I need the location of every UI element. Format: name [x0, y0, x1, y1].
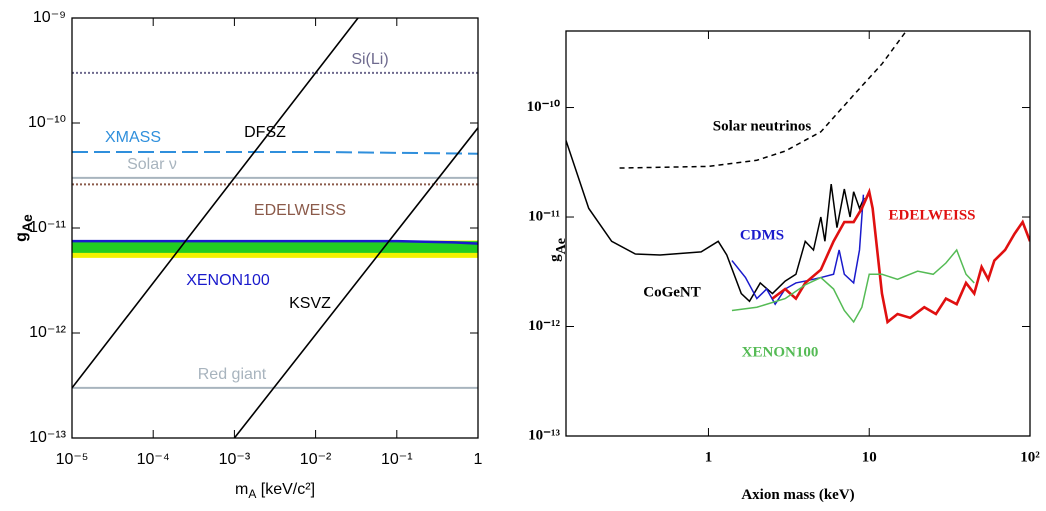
series-label: XENON100	[742, 344, 819, 360]
x-tick-label: 10⁻⁵	[56, 451, 89, 468]
x-axis-label-main: Axion mass (keV)	[741, 487, 854, 503]
y-tick-label: 10⁻¹⁰	[527, 99, 560, 115]
series-label: CoGeNT	[643, 284, 701, 300]
series-label: Si(Li)	[351, 51, 388, 68]
y-tick-label: 10⁻¹²	[29, 324, 67, 341]
x-tick-label: 10⁻²	[300, 451, 332, 468]
series-label: XMASS	[105, 129, 161, 146]
x-axis-label: Axion mass (keV)	[741, 487, 854, 503]
series-label: Solar ν	[127, 156, 177, 173]
x-axis-label-main: m	[235, 481, 248, 498]
y-axis-label: gAe	[547, 238, 569, 262]
x-axis-label-sub: A	[248, 487, 256, 501]
axes-frame	[71, 17, 479, 439]
y-tick-label: 10⁻¹³	[528, 427, 560, 443]
y-tick-label: 10⁻¹¹	[29, 219, 66, 236]
series-line	[731, 194, 865, 306]
plot-area	[566, 31, 1030, 325]
series-label: EDELWEISS	[254, 202, 346, 219]
y-tick-label: 10⁻¹⁰	[28, 114, 66, 131]
x-tick-label: 10	[862, 449, 877, 465]
series-label: Solar neutrinos	[713, 118, 812, 134]
series-line	[619, 31, 907, 169]
series-line	[72, 150, 478, 155]
y-axis-label-main: g	[547, 254, 563, 262]
left-chart: Si(Li) XMASS Solar ν EDELWEISS XENON100 Red g…	[13, 9, 482, 501]
series-label: DFSZ	[244, 124, 286, 141]
y-tick-label: 10⁻¹³	[29, 429, 67, 446]
plot-area	[72, 18, 478, 438]
y-axis-label: gAe	[13, 214, 34, 242]
x-tick-label: 1	[474, 451, 483, 468]
axes-frame	[565, 30, 1031, 437]
band	[72, 241, 478, 253]
series-label: EDELWEISS	[889, 207, 976, 223]
series-line	[566, 140, 865, 303]
y-tick-label: 10⁻¹²	[528, 318, 560, 334]
x-tick-label: 10⁻⁴	[137, 451, 170, 468]
series-line	[771, 187, 1030, 325]
series-line	[72, 18, 359, 389]
x-tick-label: 1	[705, 449, 713, 465]
x-tick-label: 10²	[1020, 449, 1040, 465]
series-label: Red giant	[198, 366, 267, 383]
series-label: XENON100	[186, 272, 270, 289]
x-axis-label-rest: [keV/c²]	[256, 481, 315, 498]
series-label: KSVZ	[289, 295, 331, 312]
series-label: CDMS	[740, 227, 784, 243]
right-chart: Solar neutrinos CoGeNT CDMS EDELWEISS XENON1…	[527, 30, 1040, 503]
series-line	[233, 127, 478, 438]
series-line	[72, 239, 478, 245]
x-tick-label: 10⁻¹	[381, 451, 413, 468]
x-axis-label: mA [keV/c²]	[235, 481, 315, 501]
y-axis-label-sub: Ae	[554, 238, 569, 254]
y-axis-label-sub: Ae	[19, 214, 35, 232]
series-line	[731, 248, 975, 324]
x-tick-label: 10⁻³	[219, 451, 251, 468]
y-tick-label: 10⁻⁹	[33, 9, 66, 26]
y-tick-label: 10⁻¹¹	[528, 208, 560, 224]
y-axis-label-main: g	[13, 232, 30, 242]
